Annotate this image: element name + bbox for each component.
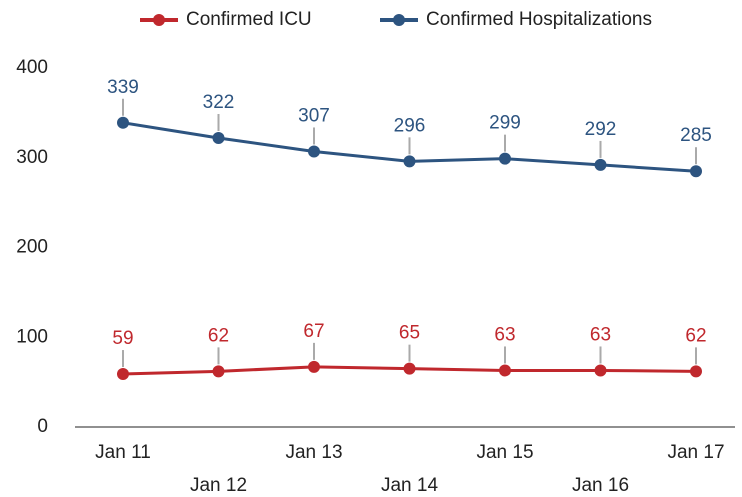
data-label: 307	[298, 105, 330, 126]
legend-label: Confirmed ICU	[186, 9, 312, 30]
y-tick-label: 300	[16, 147, 48, 168]
data-label: 65	[399, 323, 420, 344]
x-tick-label: Jan 14	[381, 475, 438, 496]
data-label: 67	[303, 321, 324, 342]
point	[690, 165, 702, 178]
data-label: 299	[489, 113, 521, 134]
y-tick-label: 200	[16, 237, 48, 258]
data-label: 62	[685, 325, 706, 346]
data-label: 296	[394, 115, 426, 136]
point	[499, 152, 511, 165]
data-label: 292	[585, 119, 617, 140]
point	[403, 155, 416, 168]
point	[308, 360, 320, 373]
y-tick-label: 100	[16, 326, 48, 347]
point	[117, 116, 129, 129]
point	[403, 362, 416, 375]
data-label: 63	[494, 324, 515, 345]
data-label: 322	[203, 92, 235, 113]
x-tick-label: Jan 16	[572, 475, 629, 496]
legend-marker	[393, 14, 405, 26]
data-label: 62	[208, 325, 229, 346]
x-tick-label: Jan 13	[285, 442, 342, 463]
data-label: 63	[590, 324, 611, 345]
data-label: 285	[680, 125, 712, 146]
legend-marker	[153, 14, 165, 26]
point	[117, 368, 129, 381]
point	[308, 145, 320, 158]
point	[499, 364, 511, 377]
point	[212, 365, 225, 378]
x-tick-label: Jan 15	[476, 442, 533, 463]
point	[212, 132, 225, 145]
y-tick-label: 0	[37, 416, 48, 437]
x-tick-label: Jan 11	[95, 442, 151, 463]
point	[690, 365, 702, 378]
data-label: 59	[112, 328, 133, 349]
x-tick-label: Jan 17	[667, 442, 724, 463]
legend-label: Confirmed Hospitalizations	[426, 9, 652, 30]
data-label: 339	[107, 77, 139, 98]
point	[594, 364, 607, 377]
point	[594, 158, 607, 171]
x-tick-label: Jan 12	[190, 475, 247, 496]
y-tick-label: 400	[16, 57, 48, 78]
